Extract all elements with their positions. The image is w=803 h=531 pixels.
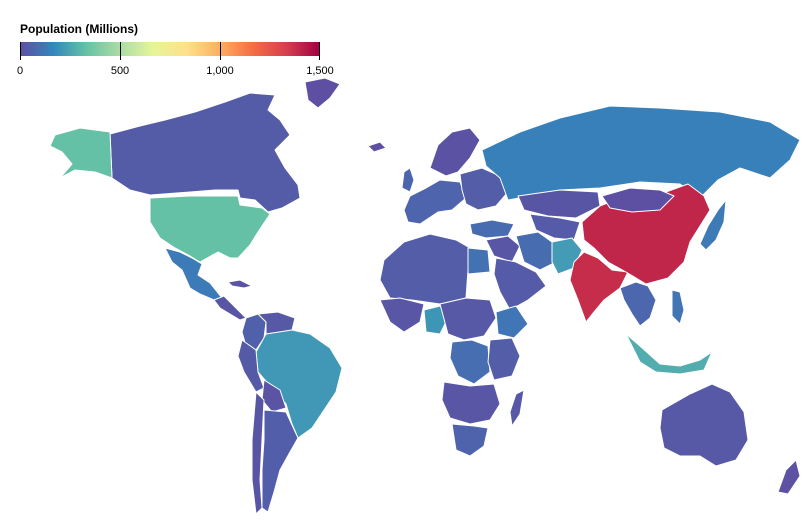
region-alaska[interactable] — [49, 127, 113, 179]
region-india[interactable] — [569, 251, 629, 323]
legend-tick-label: 500 — [110, 65, 130, 77]
region-usa[interactable] — [149, 195, 271, 263]
legend: Population (Millions) 0 500 1,000 1,500 — [16, 22, 340, 82]
region-central-america[interactable] — [213, 295, 247, 321]
region-greenland[interactable] — [304, 77, 341, 109]
legend-color-ramp — [20, 42, 320, 56]
region-western-europe[interactable] — [403, 179, 467, 225]
region-eastern-europe[interactable] — [459, 167, 509, 211]
region-japan[interactable] — [699, 199, 727, 251]
region-mongolia[interactable] — [601, 187, 675, 213]
region-uk[interactable] — [401, 167, 415, 193]
region-peru[interactable] — [237, 339, 265, 393]
region-argentina[interactable] — [261, 409, 299, 513]
region-russia[interactable] — [481, 105, 801, 201]
legend-tick-label: 0 — [16, 65, 24, 77]
legend-tick — [319, 42, 320, 60]
legend-tick-label: 1,000 — [206, 65, 234, 77]
region-new-zealand[interactable] — [777, 459, 801, 495]
region-brazil[interactable] — [255, 329, 343, 439]
region-southern-africa[interactable] — [441, 381, 501, 425]
region-middle-east[interactable] — [485, 235, 521, 263]
region-iceland[interactable] — [367, 141, 387, 153]
region-turkey[interactable] — [469, 219, 515, 239]
region-madagascar[interactable] — [509, 389, 525, 427]
region-egypt[interactable] — [467, 247, 491, 275]
legend-title: Population (Millions) — [20, 22, 138, 36]
region-arabia[interactable] — [493, 257, 547, 311]
region-bolivia[interactable] — [261, 379, 287, 413]
region-indonesia[interactable] — [625, 333, 713, 375]
legend-tick-label: 1,500 — [306, 65, 334, 77]
legend-tick — [220, 42, 221, 60]
region-central-africa[interactable] — [439, 297, 497, 341]
region-east-africa[interactable] — [487, 337, 521, 381]
legend-tick — [20, 42, 21, 60]
region-southeast-asia[interactable] — [619, 281, 657, 327]
region-cuba[interactable] — [227, 279, 253, 289]
legend-tick — [120, 42, 121, 60]
region-australia[interactable] — [659, 383, 749, 467]
region-kazakhstan[interactable] — [517, 189, 601, 219]
region-ethiopia[interactable] — [495, 305, 529, 339]
region-north-africa[interactable] — [379, 233, 471, 305]
region-iran[interactable] — [515, 231, 557, 271]
region-canada[interactable] — [109, 92, 301, 213]
region-scandinavia[interactable] — [429, 127, 481, 177]
region-south-africa[interactable] — [451, 423, 489, 457]
region-philippines[interactable] — [671, 289, 685, 325]
region-west-africa[interactable] — [379, 297, 425, 333]
region-drc[interactable] — [449, 339, 491, 385]
